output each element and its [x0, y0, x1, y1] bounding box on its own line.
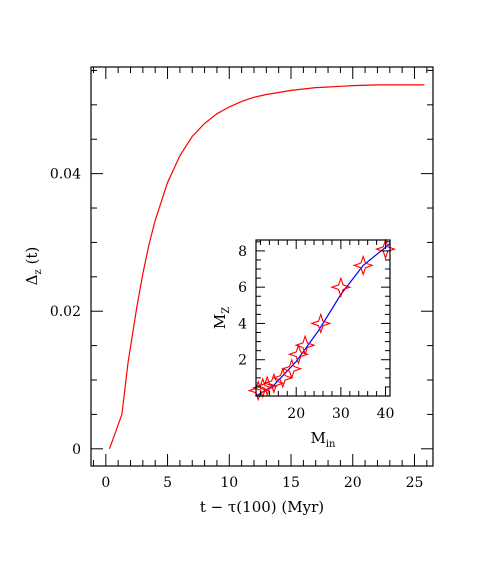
main-plot-frame [90, 66, 434, 467]
main-y-axis-label-main: Δ [23, 274, 41, 285]
inset-star-marker [247, 379, 269, 402]
inset-ticks [256, 240, 390, 397]
main-y-axis-label-sub: z [33, 269, 44, 274]
inset-star-marker [287, 343, 310, 366]
inset-star-marker [294, 334, 316, 356]
main-ticks [91, 67, 433, 466]
inset-star-marker [280, 358, 303, 380]
inset-x-tick-label: 20 [287, 406, 305, 422]
inset-star-marker [263, 372, 285, 395]
inset-background [256, 240, 390, 396]
inset-y-axis-label: MZ [211, 307, 232, 329]
inset-x-tick-label: 30 [332, 406, 350, 422]
inset-y-axis-label-main: M [211, 314, 229, 329]
main-y-tick-label: 0.04 [50, 167, 81, 183]
inset-y-tick-label: 2 [238, 353, 247, 369]
main-tick-labels: 0 5 10 15 20 25 0 0.02 0.04 [50, 167, 424, 491]
main-y-axis-label-tail: (t) [23, 247, 41, 270]
main-y-tick-label: 0.02 [50, 304, 81, 320]
inset-y-tick-label: 6 [238, 280, 247, 296]
inset-x-axis-label-main: M [311, 429, 326, 447]
main-series [108, 84, 425, 450]
main-y-tick-label: 0 [72, 442, 81, 458]
inset-star-marker [272, 367, 294, 389]
inset-star-marker [352, 254, 374, 277]
main-x-tick-label: 25 [406, 475, 424, 491]
inset-star-marker [330, 276, 352, 298]
inset-star-marker [256, 375, 278, 397]
inset-y-tick-label: 8 [238, 244, 247, 260]
inset-y-axis-label-sub: Z [221, 307, 232, 314]
main-x-tick-label: 10 [220, 475, 238, 491]
main-x-tick-label: 0 [101, 475, 110, 491]
main-x-tick-label: 20 [344, 475, 362, 491]
inset-x-tick-label: 40 [377, 406, 395, 422]
inset-x-axis-label-sub: in [326, 439, 336, 450]
main-x-tick-label: 5 [163, 475, 172, 491]
inset-star-marker [310, 312, 332, 335]
inset-y-tick-label: 4 [238, 316, 247, 332]
inset-tick-labels: 20 30 40 2 4 6 8 [238, 244, 394, 422]
inset-x-axis-label: Min [311, 429, 337, 450]
main-x-tick-label: 15 [282, 475, 300, 491]
main-series-line [108, 84, 425, 450]
main-y-axis-label: Δz (t) [23, 247, 44, 286]
main-x-axis-label: t − τ(100) (Myr) [200, 498, 324, 516]
main-chart: 0 5 10 15 20 25 0 0.02 0.04 t − τ(100) (Myr) Δz … [23, 66, 434, 516]
